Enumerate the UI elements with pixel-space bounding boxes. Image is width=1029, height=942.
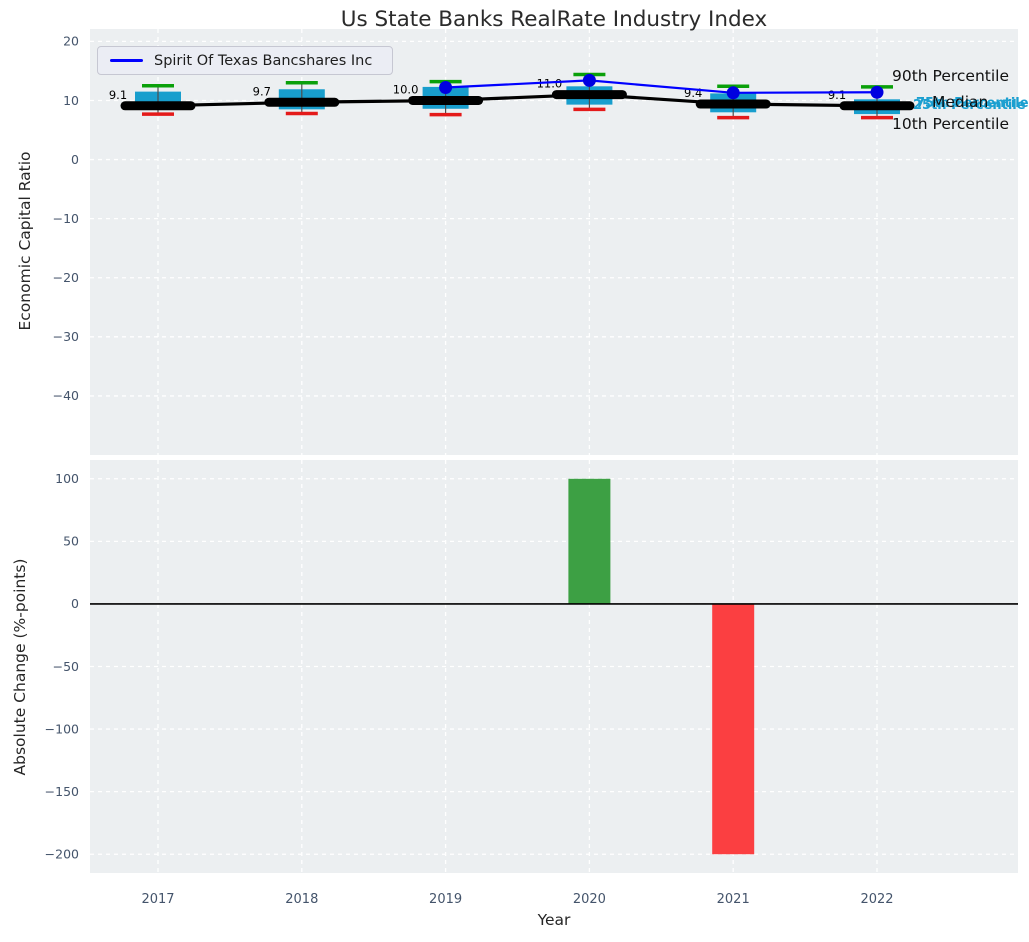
median-value-label: 9.1	[109, 88, 127, 102]
chart-title: Us State Banks RealRate Industry Index	[340, 7, 768, 32]
bottom-y-tick-labels: 100 50 0 −50 −100 −150 −200	[45, 471, 79, 861]
median-value-label: 10.0	[393, 82, 419, 96]
bar-positive	[568, 478, 611, 604]
y-tick-label: −50	[53, 659, 79, 674]
y-tick-label: −20	[53, 270, 79, 285]
median-line	[120, 90, 915, 111]
y-axis-label-top: Economic Capital Ratio	[16, 151, 34, 331]
y-tick-label: −40	[53, 388, 79, 403]
bar-negative	[712, 603, 755, 855]
x-tick-label: 2018	[285, 892, 318, 907]
y-tick-label: 0	[71, 152, 79, 167]
company-marker	[439, 80, 453, 94]
change-bars	[568, 478, 755, 855]
y-tick-label: 100	[55, 471, 79, 486]
annotation-75th-percentile: 75th Percentile	[916, 96, 1029, 111]
legend-label: Spirit Of Texas Bancshares Inc	[154, 52, 373, 69]
median-value-label: 9.1	[828, 88, 846, 102]
y-tick-label: −150	[45, 784, 79, 799]
y-axis-label-bottom: Absolute Change (%-points)	[11, 558, 29, 776]
y-tick-label: −10	[53, 211, 79, 226]
x-tick-label: 2019	[429, 892, 462, 907]
y-tick-label: 0	[71, 596, 79, 611]
top-gridlines	[90, 29, 1018, 455]
x-tick-label: 2020	[573, 892, 606, 907]
x-tick-label: 2021	[717, 892, 750, 907]
median-value-label: 11.0	[537, 77, 563, 91]
top-y-tick-labels: 20 10 0 −10 −20 −30 −40	[53, 34, 79, 404]
annotation-10th-percentile: 10th Percentile	[892, 115, 1010, 133]
y-tick-label: 50	[63, 534, 79, 549]
x-axis-label: Year	[537, 911, 571, 929]
y-tick-label: −200	[45, 847, 79, 862]
y-tick-label: −30	[53, 329, 79, 344]
company-marker	[582, 73, 596, 87]
company-marker	[870, 85, 884, 99]
median-value-label: 9.7	[253, 84, 271, 98]
y-tick-label: 10	[63, 93, 79, 108]
annotation-median: Median	[932, 93, 989, 111]
x-tick-labels: 2017 2018 2019 2020 2021 2022	[141, 892, 893, 907]
annotation-90th-percentile: 90th Percentile	[892, 67, 1010, 85]
x-tick-label: 2017	[141, 892, 174, 907]
company-line	[439, 73, 884, 100]
x-tick-label: 2022	[860, 892, 893, 907]
y-tick-label: 20	[63, 34, 79, 49]
annotation-25th-percentile: 25th Percentile	[913, 97, 1026, 113]
legend: Spirit Of Texas Bancshares Inc	[97, 46, 393, 75]
y-tick-label: −100	[45, 721, 79, 736]
legend-line-sample	[110, 59, 143, 62]
company-marker	[726, 86, 740, 100]
